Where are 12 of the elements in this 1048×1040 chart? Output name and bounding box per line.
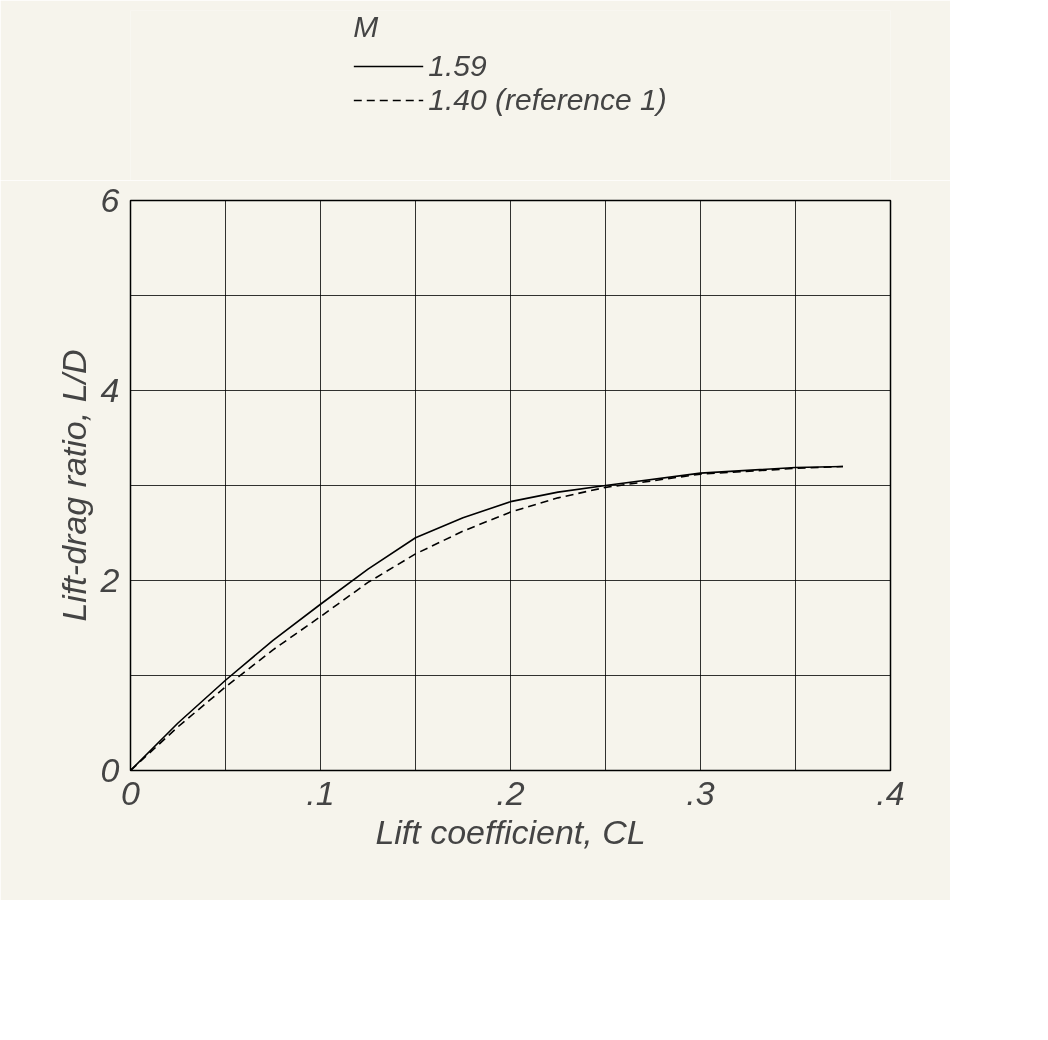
x-tick-label: .1 xyxy=(306,773,335,812)
y-tick-label: 2 xyxy=(99,561,120,599)
x-tick-label: .3 xyxy=(686,773,715,812)
y-tick-label: 4 xyxy=(100,371,120,409)
x-tick-label: .4 xyxy=(876,773,905,812)
y-tick-label: 6 xyxy=(100,181,120,219)
legend-label: 1.59 xyxy=(428,49,487,83)
x-tick-label: .2 xyxy=(496,773,525,812)
legend-title: M xyxy=(353,10,380,44)
x-axis-title: Lift coefficient, CL xyxy=(375,812,646,851)
legend-label: 1.40 (reference 1) xyxy=(428,83,667,117)
y-axis-title: Lift-drag ratio, L/D xyxy=(54,349,93,622)
